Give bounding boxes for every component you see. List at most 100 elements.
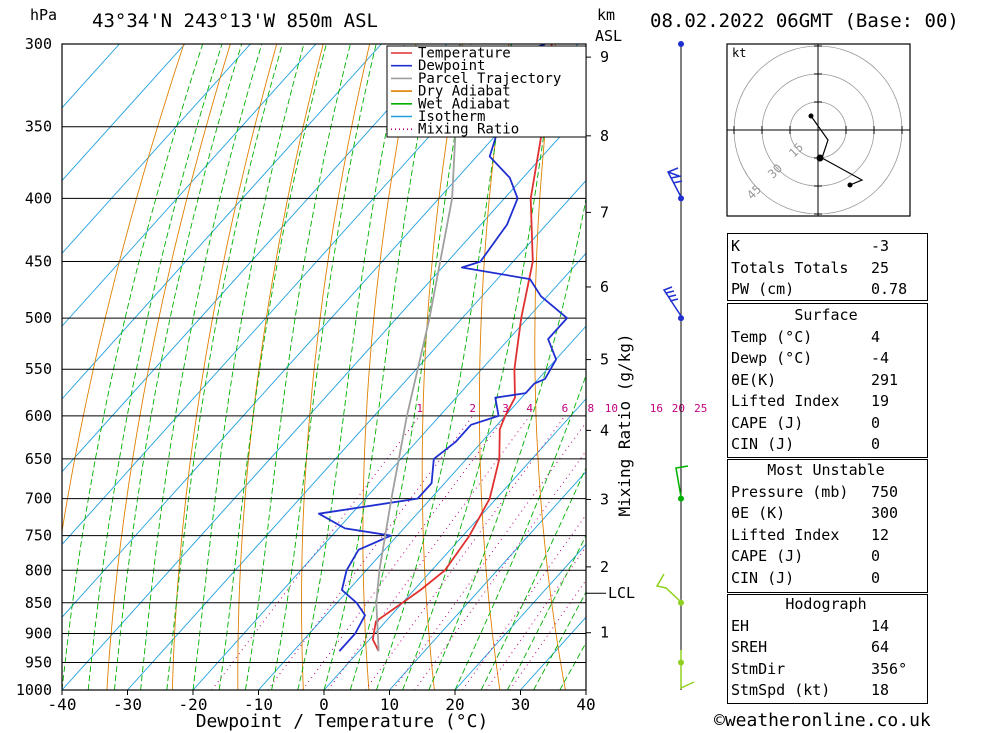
mixing-ratio-label: 20	[672, 402, 685, 415]
mixing-ratio-line	[392, 421, 586, 690]
surface-box	[727, 303, 928, 458]
index-label: SREH	[731, 638, 768, 656]
series-temperature	[371, 44, 553, 652]
dry-adiabat-line	[106, 44, 231, 690]
index-value: 0.78	[871, 280, 908, 298]
x-axis-title: Dewpoint / Temperature (°C)	[196, 711, 489, 732]
index-value: 14	[871, 616, 890, 635]
index-value: -3	[871, 237, 890, 255]
pressure-tick-label: 350	[25, 118, 52, 136]
index-value: 25	[871, 258, 890, 277]
index-value: 750	[871, 482, 899, 501]
mixing-ratio-line	[267, 415, 474, 690]
pressure-tick-label: 400	[25, 189, 52, 207]
table-row: Lifted Index 19	[727, 391, 925, 413]
table-row: CAPE (J) 0	[727, 546, 925, 568]
wet-adiabat-line	[480, 466, 586, 690]
index-label: Pressure (mb)	[731, 482, 849, 501]
mixing-ratio-label: 4	[526, 402, 533, 415]
wet-adiabat-line	[62, 44, 204, 690]
wet-adiabat-line	[533, 591, 586, 690]
table-row: StmSpd (kt) 18	[727, 680, 925, 702]
pressure-tick-label: 1000	[16, 681, 52, 699]
isotherm-line	[192, 252, 586, 690]
wet-adiabat-line	[428, 196, 586, 690]
x-tick-label: 10	[380, 695, 399, 714]
credit-link[interactable]: ©weatheronline.co.uk	[714, 710, 931, 731]
mixing-ratio-line	[364, 415, 566, 690]
wet-adiabat-line	[271, 44, 377, 690]
x-tick-label: 30	[511, 695, 530, 714]
pressure-tick-label: 750	[25, 527, 52, 545]
hodograph-point	[808, 113, 814, 119]
wind-dot	[678, 315, 684, 322]
isotherm-line	[62, 44, 317, 327]
pressure-tick-label: 300	[25, 35, 52, 53]
dry-adiabat-line	[927, 44, 1000, 690]
legend-entry: Parcel Trajectory	[418, 71, 561, 87]
x-tick-label: 0	[319, 695, 329, 714]
index-label: Dewp (°C)	[731, 349, 813, 367]
wind-barb	[655, 573, 682, 603]
pressure-tick-label: 900	[25, 624, 52, 642]
hodograph-unit: kt	[732, 46, 746, 60]
x-tick-label: -30	[113, 695, 142, 714]
hpa-unit-label: hPa	[30, 6, 57, 24]
dry-adiabat-line	[640, 44, 696, 690]
wet-adiabat-line	[507, 534, 586, 690]
legend-entry: Wet Adiabat	[418, 96, 511, 112]
isotherm-line	[389, 470, 586, 690]
mixing-ratio-label: 8	[587, 402, 594, 415]
legend-entry: Dewpoint	[418, 58, 485, 74]
legend-box	[386, 45, 587, 138]
table-row: SREH 64	[727, 637, 925, 659]
wet-adiabat-line	[244, 44, 351, 690]
isotherm-line	[62, 44, 448, 473]
mixing-ratio-label: 16	[650, 402, 663, 415]
index-value: 64	[871, 638, 890, 656]
wet-adiabat-line	[192, 44, 305, 690]
index-label: EH	[731, 616, 750, 635]
mixing-ratio-label: 25	[694, 402, 707, 415]
mixing-ratio-labels: 1 2 3 4 6 8 10 16 20 25	[416, 402, 707, 415]
series-dewpoint	[317, 44, 586, 652]
index-value: 18	[871, 681, 890, 699]
table-heading: Hodograph	[785, 595, 867, 613]
index-label: CAPE (J)	[731, 547, 804, 565]
table-row: Dewp (°C) -4	[727, 348, 925, 370]
pressure-tick-label: 550	[25, 360, 52, 378]
table-row: θE(K) 291	[727, 370, 925, 392]
wet-adiabat-line	[349, 44, 472, 690]
index-label: StmSpd (kt)	[731, 681, 831, 699]
wind-dot	[678, 41, 684, 47]
wind-barb	[662, 286, 682, 317]
wind-barb	[666, 167, 683, 198]
pressure-tick-label: 950	[25, 653, 52, 671]
table-row: Pressure (mb) 750	[727, 482, 925, 504]
table-row: CIN (J) 0	[727, 568, 925, 590]
wind-dot	[678, 495, 684, 502]
datetime-label: 08.02.2022 06GMT (Base: 00)	[650, 10, 959, 32]
index-value: 0	[871, 413, 881, 432]
dry-adiabat-line	[62, 44, 185, 535]
isotherm-line	[62, 107, 586, 690]
x-tick-label: -40	[48, 695, 77, 714]
legend-entry: Dry Adiabat	[418, 84, 511, 100]
index-value: 4	[871, 327, 881, 346]
index-label: Temp (°C)	[731, 327, 813, 346]
isotherm-line	[62, 44, 382, 400]
table-row: CIN (J) 0	[727, 434, 925, 456]
wind-dot	[678, 195, 684, 202]
hodograph-point	[847, 182, 853, 188]
isotherm-line	[454, 543, 586, 690]
dry-adiabat-line	[973, 44, 1000, 690]
table-row: Totals Totals 25	[727, 258, 925, 280]
table-row: Temp (°C) 4	[727, 327, 925, 349]
x-tick-label: -20	[179, 695, 208, 714]
index-value: 0	[871, 568, 881, 587]
index-value: -4	[871, 349, 890, 367]
pressure-tick-label: 600	[25, 407, 52, 425]
plot-frame	[61, 43, 587, 691]
surface-table: Surface Temp (°C) 4 Dewp (°C) -4 θE(K) 291 Lift…	[727, 305, 925, 456]
legend-entry: Isotherm	[418, 109, 485, 125]
